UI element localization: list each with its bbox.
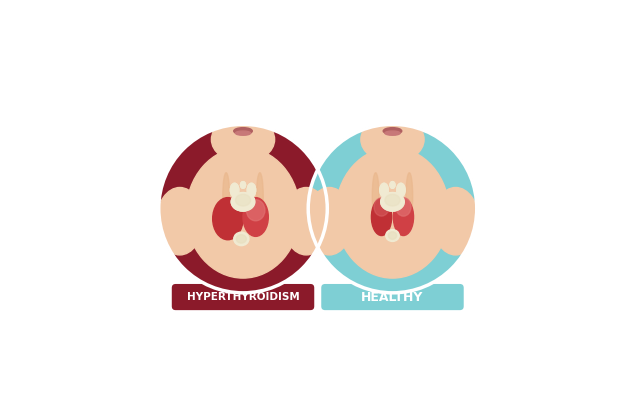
Ellipse shape [372,173,379,219]
Ellipse shape [393,199,414,235]
Ellipse shape [241,182,246,188]
Ellipse shape [380,183,388,197]
Ellipse shape [257,173,264,219]
Ellipse shape [381,192,404,211]
Ellipse shape [247,183,255,197]
Ellipse shape [335,147,450,278]
Circle shape [308,124,477,293]
Ellipse shape [234,232,249,246]
Ellipse shape [383,128,402,134]
Text: HEALTHY: HEALTHY [361,291,423,304]
Ellipse shape [390,182,395,188]
Ellipse shape [225,156,261,219]
FancyBboxPatch shape [172,284,314,310]
Ellipse shape [241,182,246,188]
Ellipse shape [211,116,275,163]
Ellipse shape [388,199,397,205]
Ellipse shape [243,197,268,236]
Ellipse shape [231,183,239,197]
Ellipse shape [236,201,247,209]
Ellipse shape [234,128,252,134]
Ellipse shape [236,194,250,206]
Ellipse shape [433,188,479,255]
Ellipse shape [247,183,255,197]
Ellipse shape [231,192,255,211]
Ellipse shape [157,188,203,255]
Ellipse shape [381,192,404,211]
Ellipse shape [390,182,395,188]
FancyBboxPatch shape [321,284,464,310]
Ellipse shape [374,197,389,216]
Ellipse shape [186,147,300,278]
Ellipse shape [236,235,246,243]
Ellipse shape [246,200,265,221]
Ellipse shape [385,194,400,206]
Ellipse shape [374,156,410,219]
Ellipse shape [306,188,352,255]
Ellipse shape [385,194,400,206]
Ellipse shape [380,183,388,197]
Ellipse shape [397,183,405,197]
Ellipse shape [223,173,229,219]
Ellipse shape [213,197,243,240]
Circle shape [159,124,327,293]
Ellipse shape [388,232,397,239]
Ellipse shape [283,188,329,255]
Ellipse shape [361,116,424,163]
Ellipse shape [396,197,411,216]
Ellipse shape [236,131,250,135]
Ellipse shape [397,183,405,197]
Ellipse shape [231,192,255,211]
Ellipse shape [371,199,392,235]
Ellipse shape [231,183,239,197]
Text: HYPERTHYROIDISM: HYPERTHYROIDISM [187,292,299,302]
Ellipse shape [236,194,250,206]
Ellipse shape [406,173,413,219]
Ellipse shape [385,131,400,135]
Ellipse shape [386,230,399,242]
